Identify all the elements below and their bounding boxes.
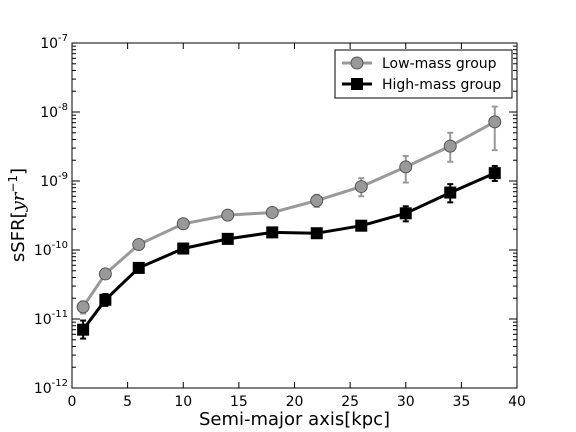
x-tick-label: 35 xyxy=(452,394,470,410)
data-point-high-mass xyxy=(221,232,234,245)
data-point-low-mass xyxy=(98,267,112,281)
y-tick-label-exponent: -12 xyxy=(52,378,68,389)
x-tick-label: 25 xyxy=(341,394,359,410)
y-tick-label: 10-10 xyxy=(34,240,68,259)
data-point-high-mass xyxy=(99,293,112,306)
x-tick-labels: 0 5 10 15 20 25 30 35 40 xyxy=(68,394,526,410)
data-point-low-mass xyxy=(310,194,324,208)
data-point-low-mass xyxy=(488,115,502,129)
y-tick-label-base: 10 xyxy=(34,243,52,259)
data-point-high-mass xyxy=(310,227,323,240)
y-tick-label-exponent: -11 xyxy=(52,309,68,320)
x-tick-label: 40 xyxy=(508,394,526,410)
y-tick-label-exponent: -7 xyxy=(58,33,68,44)
x-tick-label: 30 xyxy=(397,394,415,410)
data-point-high-mass xyxy=(177,242,190,255)
data-point-low-mass xyxy=(132,238,146,252)
data-point-low-mass xyxy=(221,208,235,222)
y-tick-label-base: 10 xyxy=(40,105,58,121)
data-point-high-mass xyxy=(444,186,457,199)
y-tick-label-exponent: -9 xyxy=(58,171,68,182)
legend-marker-high-mass xyxy=(351,78,363,90)
legend-marker-low-mass xyxy=(350,56,364,70)
y-axis-label-exp: −1 xyxy=(6,175,20,193)
data-point-low-mass xyxy=(399,160,413,174)
x-tick-label: 15 xyxy=(230,394,248,410)
y-tick-label-base: 10 xyxy=(34,312,52,328)
y-tick-label: 10-8 xyxy=(40,102,68,121)
data-point-low-mass xyxy=(443,139,457,153)
y-tick-label-base: 10 xyxy=(40,36,58,52)
data-point-high-mass xyxy=(77,323,90,336)
data-point-high-mass xyxy=(266,226,279,239)
y-axis-label: sSFR[yr−1] xyxy=(6,168,29,262)
x-tick-label: 0 xyxy=(68,394,77,410)
y-tick-label: 10-7 xyxy=(40,33,68,52)
x-tick-label: 5 xyxy=(123,394,132,410)
y-tick-label-exponent: -8 xyxy=(58,102,68,113)
data-point-high-mass xyxy=(132,261,145,274)
legend-box xyxy=(334,49,513,99)
y-axis-label-unit: yr xyxy=(8,191,29,212)
y-tick-label: 10-9 xyxy=(40,171,68,190)
y-axis-label-main: sSFR[ xyxy=(8,211,29,262)
data-point-low-mass xyxy=(354,180,368,194)
y-tick-label: 10-12 xyxy=(34,378,68,397)
data-point-high-mass xyxy=(355,219,368,232)
x-axis-label: Semi-major axis[kpc] xyxy=(199,409,390,430)
y-tick-label: 10-11 xyxy=(34,309,68,328)
data-point-low-mass xyxy=(265,205,279,219)
x-tick-label: 10 xyxy=(174,394,192,410)
data-point-low-mass xyxy=(76,300,90,314)
y-tick-label-base: 10 xyxy=(34,381,52,397)
legend: Low-mass group High-mass group xyxy=(334,49,513,99)
data-point-high-mass xyxy=(399,207,412,220)
series-markers xyxy=(76,115,502,336)
plot-area xyxy=(72,43,517,388)
plot-frame xyxy=(71,42,518,389)
y-tick-label-exponent: -10 xyxy=(52,240,68,251)
x-tick-label: 20 xyxy=(286,394,304,410)
data-point-low-mass xyxy=(176,217,190,231)
data-point-high-mass xyxy=(488,167,501,180)
y-tick-label-base: 10 xyxy=(40,174,58,190)
legend-label-high-mass: High-mass group xyxy=(382,77,501,93)
y-axis-label-close: ] xyxy=(8,168,29,175)
legend-label-low-mass: Low-mass group xyxy=(382,56,497,72)
